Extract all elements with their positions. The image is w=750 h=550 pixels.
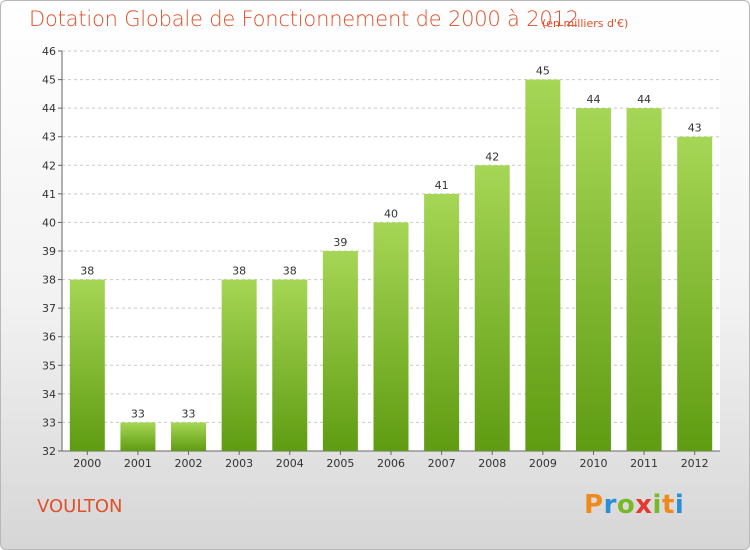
bar: [69, 279, 105, 451]
x-tick-label: 2005: [326, 457, 354, 470]
y-tick-label: 41: [42, 188, 56, 201]
chart-title: Dotation Globale de Fonctionnement de 20…: [29, 7, 579, 31]
chart-subtitle: (en milliers d'€): [542, 17, 629, 30]
bar: [373, 222, 409, 451]
y-tick-label: 36: [42, 331, 56, 344]
x-tick-label: 2002: [175, 457, 203, 470]
data-label: 38: [80, 265, 94, 278]
x-tick-label: 2004: [276, 457, 304, 470]
commune-name: VOULTON: [37, 496, 123, 517]
bar: [171, 422, 207, 451]
bar: [525, 79, 561, 452]
data-label: 33: [182, 407, 196, 420]
y-tick-label: 40: [42, 216, 56, 229]
y-tick-label: 43: [42, 131, 56, 144]
y-tick-label: 46: [42, 45, 56, 58]
data-label: 44: [586, 93, 600, 106]
bar: [424, 193, 460, 451]
data-label: 45: [536, 65, 550, 78]
bar: [677, 136, 713, 451]
x-tick-label: 2006: [377, 457, 405, 470]
x-tick-label: 2007: [428, 457, 456, 470]
bar: [322, 251, 358, 451]
x-tick-label: 2000: [73, 457, 101, 470]
y-tick-label: 38: [42, 274, 56, 287]
bar: [221, 279, 257, 451]
y-tick-label: 44: [42, 102, 56, 115]
x-tick-label: 2001: [124, 457, 152, 470]
y-tick-label: 37: [42, 302, 56, 315]
x-tick-label: 2010: [579, 457, 607, 470]
data-label: 33: [131, 407, 145, 420]
bar: [120, 422, 156, 451]
y-tick-label: 39: [42, 245, 56, 258]
bar: [575, 108, 611, 452]
bar: [272, 279, 308, 451]
x-tick-label: 2003: [225, 457, 253, 470]
data-label: 38: [232, 265, 246, 278]
x-tick-label: 2009: [529, 457, 557, 470]
data-label: 40: [384, 207, 398, 220]
data-label: 42: [485, 150, 499, 163]
proxiti-logo: Proxiti: [584, 490, 685, 520]
bar: [626, 108, 662, 452]
data-label: 44: [637, 93, 651, 106]
y-tick-label: 42: [42, 159, 56, 172]
y-tick-label: 32: [42, 445, 56, 458]
x-tick-label: 2012: [681, 457, 709, 470]
y-tick-label: 35: [42, 359, 56, 372]
bar: [474, 165, 510, 452]
y-tick-label: 33: [42, 416, 56, 429]
data-label: 41: [435, 179, 449, 192]
y-tick-label: 34: [42, 388, 56, 401]
data-label: 43: [688, 122, 702, 135]
data-label: 39: [333, 236, 347, 249]
x-tick-label: 2011: [630, 457, 658, 470]
y-tick-label: 45: [42, 74, 56, 87]
data-label: 38: [283, 265, 297, 278]
x-tick-label: 2008: [478, 457, 506, 470]
